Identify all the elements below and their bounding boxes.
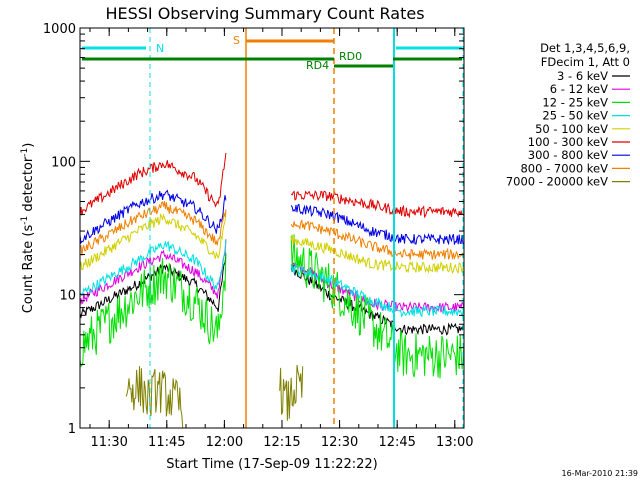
x-tick-label-0: 11:30 [90,435,127,450]
series-line-5-seg1 [79,152,227,217]
y-tick-label-0: 1 [68,422,76,437]
y-axis-label-sup2: -1 [20,148,30,157]
x-axis: 11:30 11:45 12:00 12:15 12:30 12:45 13:00 [89,28,474,450]
rd4-flag-label: RD4 [306,59,329,72]
series-line-0-seg1 [79,254,227,319]
series-line-1-seg1 [79,239,227,306]
legend-label-5: 100 - 300 keV [528,135,608,149]
rd0-flag-label: RD0 [339,50,362,63]
series-line-2-seg2 [290,234,465,379]
series-line-4-seg2 [290,234,465,275]
series-line-8-seg2 [279,364,304,421]
series-line-3-seg1 [79,240,227,297]
legend-header-line2: FDecim 1, Att 0 [541,55,630,69]
series-line-2-seg1 [79,252,227,367]
series-line-5-seg2 [290,190,465,219]
x-tick-label-1: 11:45 [148,435,185,450]
series-line-7-seg1 [79,201,227,256]
plot-frame [79,27,465,429]
legend-label-6: 300 - 800 keV [528,148,608,162]
chart-title: HESSI Observing Summary Count Rates [105,4,424,23]
x-tick-label-5: 12:45 [378,435,415,450]
series-line-3-seg2 [290,263,465,318]
timestamp: 16-Mar-2010 21:39 [562,469,639,478]
y-axis-label-sup1: -1 [20,216,30,225]
x-tick-label-4: 12:30 [321,435,358,450]
series-line-8-seg1 [125,366,184,429]
y-tick-label-1: 10 [59,289,76,304]
saa-flag-label: S [233,34,240,47]
legend-label-0: 3 - 6 keV [557,69,608,83]
y-axis-label-part3: ) [21,143,36,148]
night-flag-label: N [156,42,164,55]
y-axis: 1 10 100 1000 [43,22,464,437]
legend-label-7: 800 - 7000 keV [520,161,608,175]
legend: Det 1,3,4,5,6,9, FDecim 1, Att 0 3 - 6 k… [506,41,630,189]
y-axis-label: Count Rate (s-1 detector-1) [20,143,36,314]
legend-label-1: 6 - 12 keV [550,82,608,96]
y-tick-label-3: 1000 [43,22,76,37]
series-line-7-seg2 [290,219,465,260]
series-line-6-seg2 [290,203,465,246]
legend-header-line1: Det 1,3,4,5,6,9, [540,41,630,55]
series-line-6-seg1 [79,189,227,245]
series-line-4-seg1 [79,211,227,271]
series-line-0-seg2 [290,264,465,336]
legend-label-4: 50 - 100 keV [535,122,608,136]
y-axis-label-part2: detector [21,156,36,216]
x-tick-label-6: 13:00 [436,435,473,450]
legend-label-8: 7000 - 20000 keV [506,175,608,189]
x-tick-label-2: 12:00 [206,435,243,450]
x-tick-label-3: 12:15 [263,435,300,450]
plot-series-group [79,152,465,429]
plot-flags-group: N S RD0 RD4 [82,28,464,428]
legend-label-2: 12 - 25 keV [542,95,608,109]
y-tick-label-2: 100 [51,155,76,170]
x-axis-label: Start Time (17-Sep-09 11:22:22) [166,457,377,472]
y-axis-label-part1: Count Rate (s [21,225,36,314]
legend-label-3: 25 - 50 keV [542,109,608,123]
